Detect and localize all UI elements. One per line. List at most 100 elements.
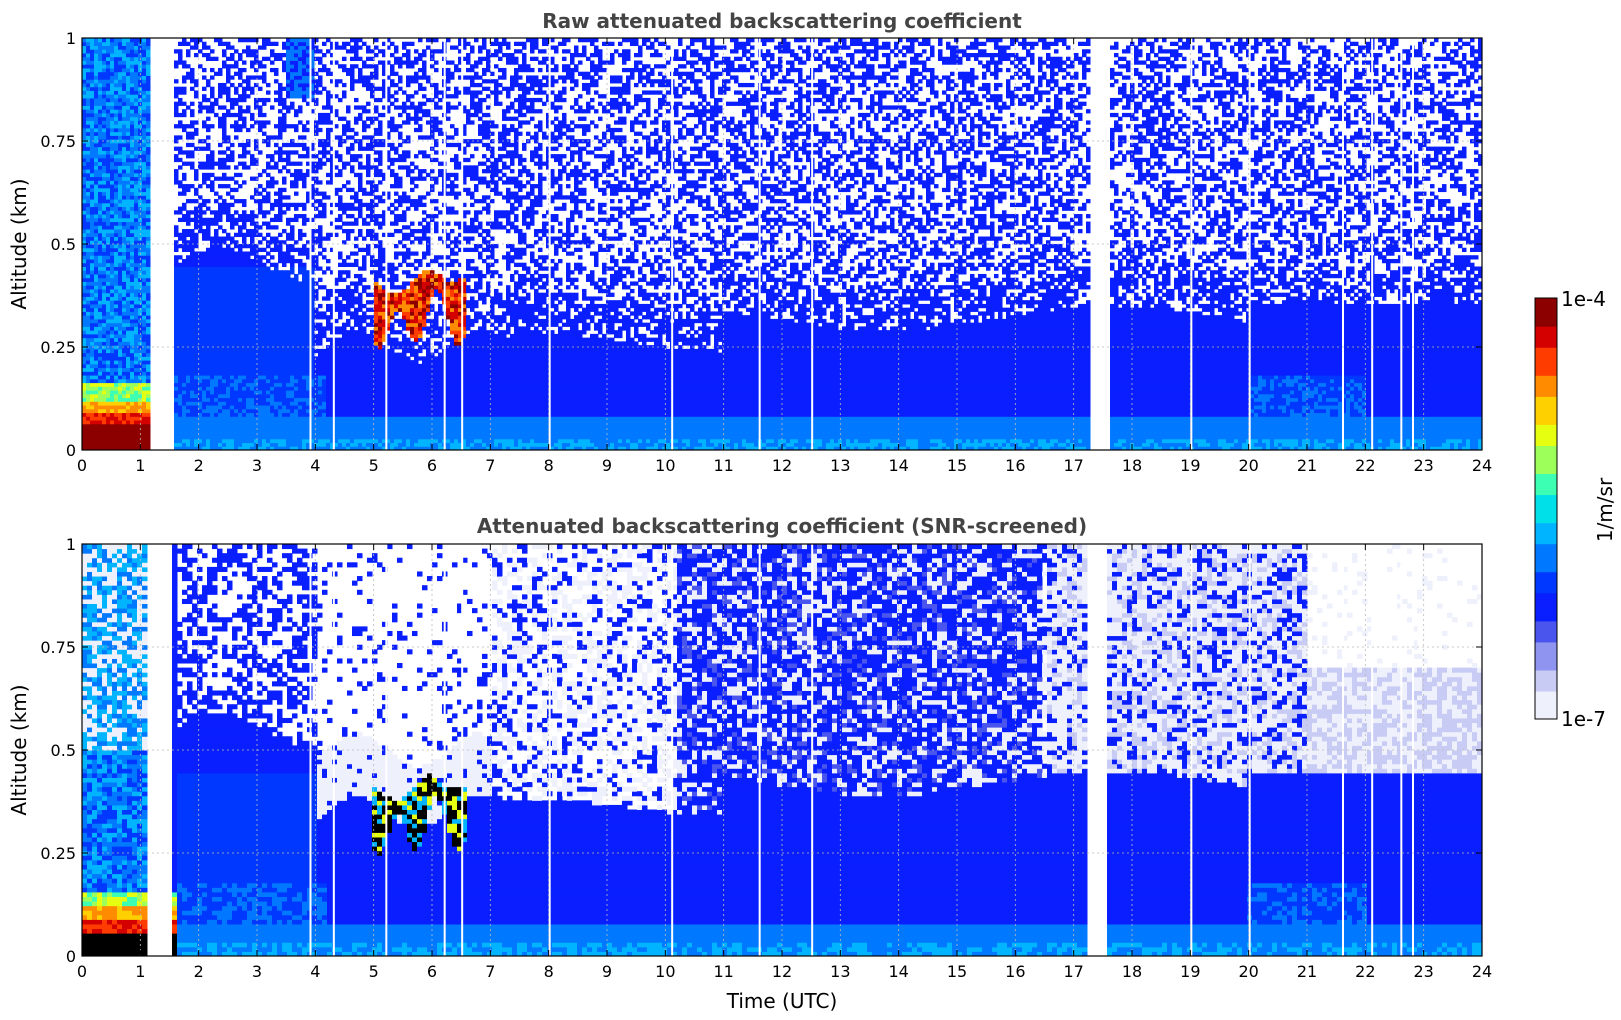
heatmap-cell: [246, 360, 251, 364]
heatmap-cell: [186, 394, 191, 398]
heatmap-cell: [126, 435, 131, 439]
heatmap-cell: [102, 188, 107, 192]
heatmap-cell: [230, 349, 235, 353]
heatmap-cell: [178, 413, 183, 417]
heatmap-cell: [238, 435, 243, 439]
heatmap-cell: [194, 132, 199, 136]
heatmap-cell: [234, 64, 239, 68]
heatmap-cell: [218, 439, 223, 443]
heatmap-cell: [186, 311, 191, 315]
heatmap-cell: [118, 180, 123, 184]
heatmap-cell: [126, 195, 131, 199]
heatmap-cell: [186, 143, 191, 147]
heatmap-cell: [142, 405, 147, 409]
heatmap-cell: [126, 57, 131, 61]
heatmap-cell: [178, 424, 183, 428]
heatmap-cell: [102, 368, 107, 372]
heatmap-cell: [190, 409, 195, 413]
heatmap-cell: [190, 330, 195, 334]
heatmap-cell: [110, 353, 115, 357]
heatmap-cell: [134, 150, 139, 154]
heatmap-cell: [210, 308, 215, 312]
heatmap-cell: [82, 45, 87, 49]
heatmap-cell: [86, 424, 91, 428]
heatmap-cell: [222, 341, 227, 345]
heatmap-cell: [106, 379, 111, 383]
heatmap-cell: [134, 270, 139, 274]
heatmap-cell: [102, 87, 107, 91]
heatmap-cell: [122, 420, 127, 424]
heatmap-cell: [122, 72, 127, 76]
heatmap-cell: [214, 409, 219, 413]
heatmap-cell: [114, 360, 119, 364]
heatmap-cell: [250, 233, 255, 237]
heatmap-cell: [94, 281, 99, 285]
heatmap-cell: [210, 424, 215, 428]
heatmap-cell: [222, 158, 227, 162]
heatmap-cell: [194, 169, 199, 173]
heatmap-cell: [238, 431, 243, 435]
heatmap-cell: [250, 244, 255, 248]
heatmap-cell: [194, 128, 199, 132]
heatmap-cell: [206, 364, 211, 368]
heatmap-cell: [226, 375, 231, 379]
heatmap-cell: [114, 83, 119, 87]
heatmap-cell: [134, 53, 139, 57]
heatmap-cell: [218, 203, 223, 207]
heatmap-cell: [214, 394, 219, 398]
heatmap-cell: [102, 83, 107, 87]
heatmap-cell: [142, 263, 147, 267]
heatmap-cell: [202, 326, 207, 330]
heatmap-cell: [130, 128, 135, 132]
heatmap-cell: [194, 330, 199, 334]
heatmap-cell: [234, 300, 239, 304]
heatmap-cell: [210, 218, 215, 222]
heatmap-cell: [82, 360, 87, 364]
heatmap-cell: [242, 371, 247, 375]
heatmap-cell: [250, 368, 255, 372]
heatmap-cell: [126, 154, 131, 158]
heatmap-cell: [194, 405, 199, 409]
heatmap-cell: [134, 83, 139, 87]
heatmap-cell: [122, 207, 127, 211]
heatmap-cell: [238, 383, 243, 387]
heatmap-cell: [134, 154, 139, 158]
heatmap-cell: [174, 154, 179, 158]
heatmap-cell: [146, 184, 151, 188]
heatmap-cell: [94, 173, 99, 177]
heatmap-cell: [182, 375, 187, 379]
heatmap-cell: [186, 420, 191, 424]
heatmap-cell: [230, 237, 235, 241]
heatmap-cell: [110, 120, 115, 124]
heatmap-cell: [178, 263, 183, 267]
heatmap-cell: [122, 255, 127, 259]
heatmap-cell: [130, 431, 135, 435]
heatmap-cell: [134, 68, 139, 72]
heatmap-cell: [110, 424, 115, 428]
heatmap-cell: [110, 207, 115, 211]
heatmap-cell: [202, 424, 207, 428]
heatmap-cell: [118, 319, 123, 323]
heatmap-cell: [190, 424, 195, 428]
heatmap-cell: [182, 409, 187, 413]
heatmap-cell: [146, 169, 151, 173]
heatmap-cell: [250, 263, 255, 267]
heatmap-cell: [126, 64, 131, 68]
heatmap-cell: [186, 150, 191, 154]
heatmap-cell: [122, 386, 127, 390]
heatmap-cell: [218, 281, 223, 285]
heatmap-cell: [230, 278, 235, 282]
heatmap-cell: [146, 330, 151, 334]
heatmap-cell: [122, 128, 127, 132]
heatmap-cell: [238, 124, 243, 128]
heatmap-cell: [242, 222, 247, 226]
heatmap-cell: [130, 222, 135, 226]
heatmap-cell: [238, 379, 243, 383]
heatmap-cell: [210, 326, 215, 330]
heatmap-cell: [94, 60, 99, 64]
heatmap-cell: [86, 53, 91, 57]
heatmap-cell: [230, 64, 235, 68]
heatmap-cell: [98, 150, 103, 154]
heatmap-cell: [98, 64, 103, 68]
heatmap-cell: [142, 214, 147, 218]
